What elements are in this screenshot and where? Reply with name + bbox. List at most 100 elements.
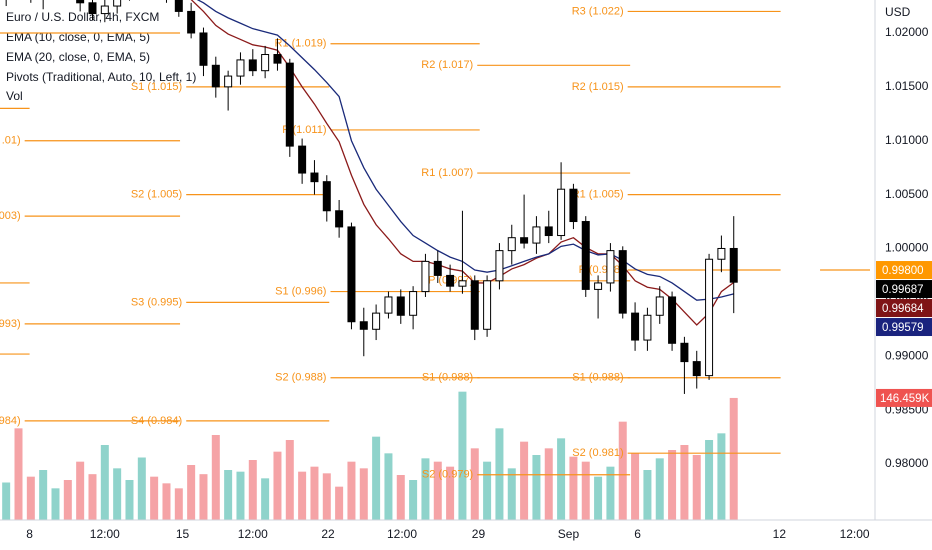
candle-body (520, 237, 529, 244)
candle-body (643, 314, 652, 341)
legend-entry: EMA (10, close, 0, EMA, 5) (6, 30, 150, 44)
pivot-label: R2 (1.017) (421, 59, 473, 71)
candle-body (680, 342, 689, 363)
pivot-label: S1 (0.996) (275, 285, 326, 297)
candle-body (557, 188, 566, 237)
volume-bar (76, 461, 85, 520)
candle-body (532, 226, 541, 244)
candle-body (248, 59, 257, 72)
pivot-label: R1 (1.019) (275, 38, 327, 50)
candle-body (224, 75, 233, 88)
volume-bar (51, 488, 60, 520)
x-tick-label: 12 (773, 527, 787, 541)
candle-body (187, 10, 196, 34)
price-tag-label: 0.99800 (882, 265, 924, 277)
volume-bar (359, 468, 368, 520)
volume-bar (655, 458, 664, 520)
candle-body (372, 312, 381, 330)
candle-body (285, 62, 294, 147)
volume-bar (2, 482, 11, 520)
candle-body (409, 291, 418, 316)
volume-bar (384, 453, 393, 520)
candle-body (335, 210, 344, 228)
volume-tag (876, 388, 932, 407)
x-tick-label: 6 (634, 527, 641, 541)
candle-body (310, 172, 319, 183)
y-tick-label: 0.99000 (885, 348, 929, 362)
candle-body (298, 145, 307, 174)
x-tick-label: 12:00 (90, 527, 120, 541)
candle-body (322, 181, 331, 212)
volume-bar (187, 465, 196, 520)
volume-bar (458, 391, 467, 520)
volume-bar (125, 480, 134, 520)
volume-bar (594, 476, 603, 520)
legend: Euro / U.S. Dollar, 4h, FXCM EMA (10, cl… (6, 10, 196, 103)
candle-body (470, 280, 479, 330)
candle-body (717, 247, 726, 260)
candle-body (544, 226, 553, 237)
y-tick-label: 1.01500 (885, 79, 929, 93)
x-tick-label: 15 (176, 527, 190, 541)
candle-body (261, 54, 270, 72)
volume-bar (100, 445, 109, 520)
x-tick-label: Sep (558, 527, 580, 541)
candle-body (692, 361, 701, 377)
candle-body (705, 258, 714, 377)
pivot-label: S2 (0.979) (422, 469, 473, 481)
pivot-label: S2 (0.988) (275, 372, 326, 384)
candle-body (273, 54, 282, 64)
pivot-label: 984) (0, 415, 21, 427)
x-tick-label: 29 (472, 527, 486, 541)
candle-body (384, 296, 393, 314)
volume-bar (470, 448, 479, 520)
pivot-label: R1 (1.005) (572, 189, 624, 201)
volume-bar (569, 456, 578, 520)
candle-body (668, 296, 677, 344)
pivot-label: R2 (1.015) (572, 81, 624, 93)
plot-area: .01) 003) 993) 984) S1 (1.015) S2 (1.005) S3 (… (0, 0, 870, 520)
volume-bar (310, 466, 319, 520)
candle-body (569, 188, 578, 223)
volume-bar (285, 440, 294, 520)
volume-bar (113, 468, 122, 520)
volume-bar (322, 473, 331, 520)
pivot-label: S2 (0.981) (572, 447, 623, 459)
volume-bar (174, 488, 183, 520)
volume-bar (717, 433, 726, 520)
candle-body (446, 274, 455, 287)
volume-bar (680, 445, 689, 520)
price-tag-label: 0.99579 (882, 322, 924, 334)
x-tick-label: 12:00 (238, 527, 268, 541)
price-tag-label: 0.99684 (882, 303, 924, 315)
volume-bar (199, 474, 208, 520)
volume-bar (705, 440, 714, 520)
candle-body (618, 250, 627, 314)
volume-tag-label: 146.459K (880, 393, 930, 405)
volume-bar (421, 458, 430, 520)
candle-body (88, 2, 97, 15)
candle-body (729, 247, 738, 283)
candle-body (199, 32, 208, 66)
candle-body (606, 250, 615, 284)
candle-body (396, 296, 405, 316)
volume-bar (668, 450, 677, 520)
pivot-label: S4 (0.984) (131, 415, 182, 427)
volume-bar (409, 480, 418, 520)
volume-bar (520, 441, 529, 520)
y-tick-label: 1.01000 (885, 133, 929, 147)
candle-body (100, 5, 109, 15)
candle-body (631, 312, 640, 341)
y-tick-label: 1.02000 (885, 25, 929, 39)
volume-bar (483, 461, 492, 520)
volume-bar (557, 438, 566, 520)
price-tag-label: 0.99687 (882, 284, 924, 296)
volume-bar (162, 483, 171, 520)
candle-body (594, 282, 603, 290)
pivot-label: R1 (1.007) (421, 167, 473, 179)
volume-bar (631, 453, 640, 520)
pivot-label: S2 (1.005) (131, 189, 182, 201)
volume-bar (236, 471, 245, 520)
volume-bar (433, 461, 442, 520)
